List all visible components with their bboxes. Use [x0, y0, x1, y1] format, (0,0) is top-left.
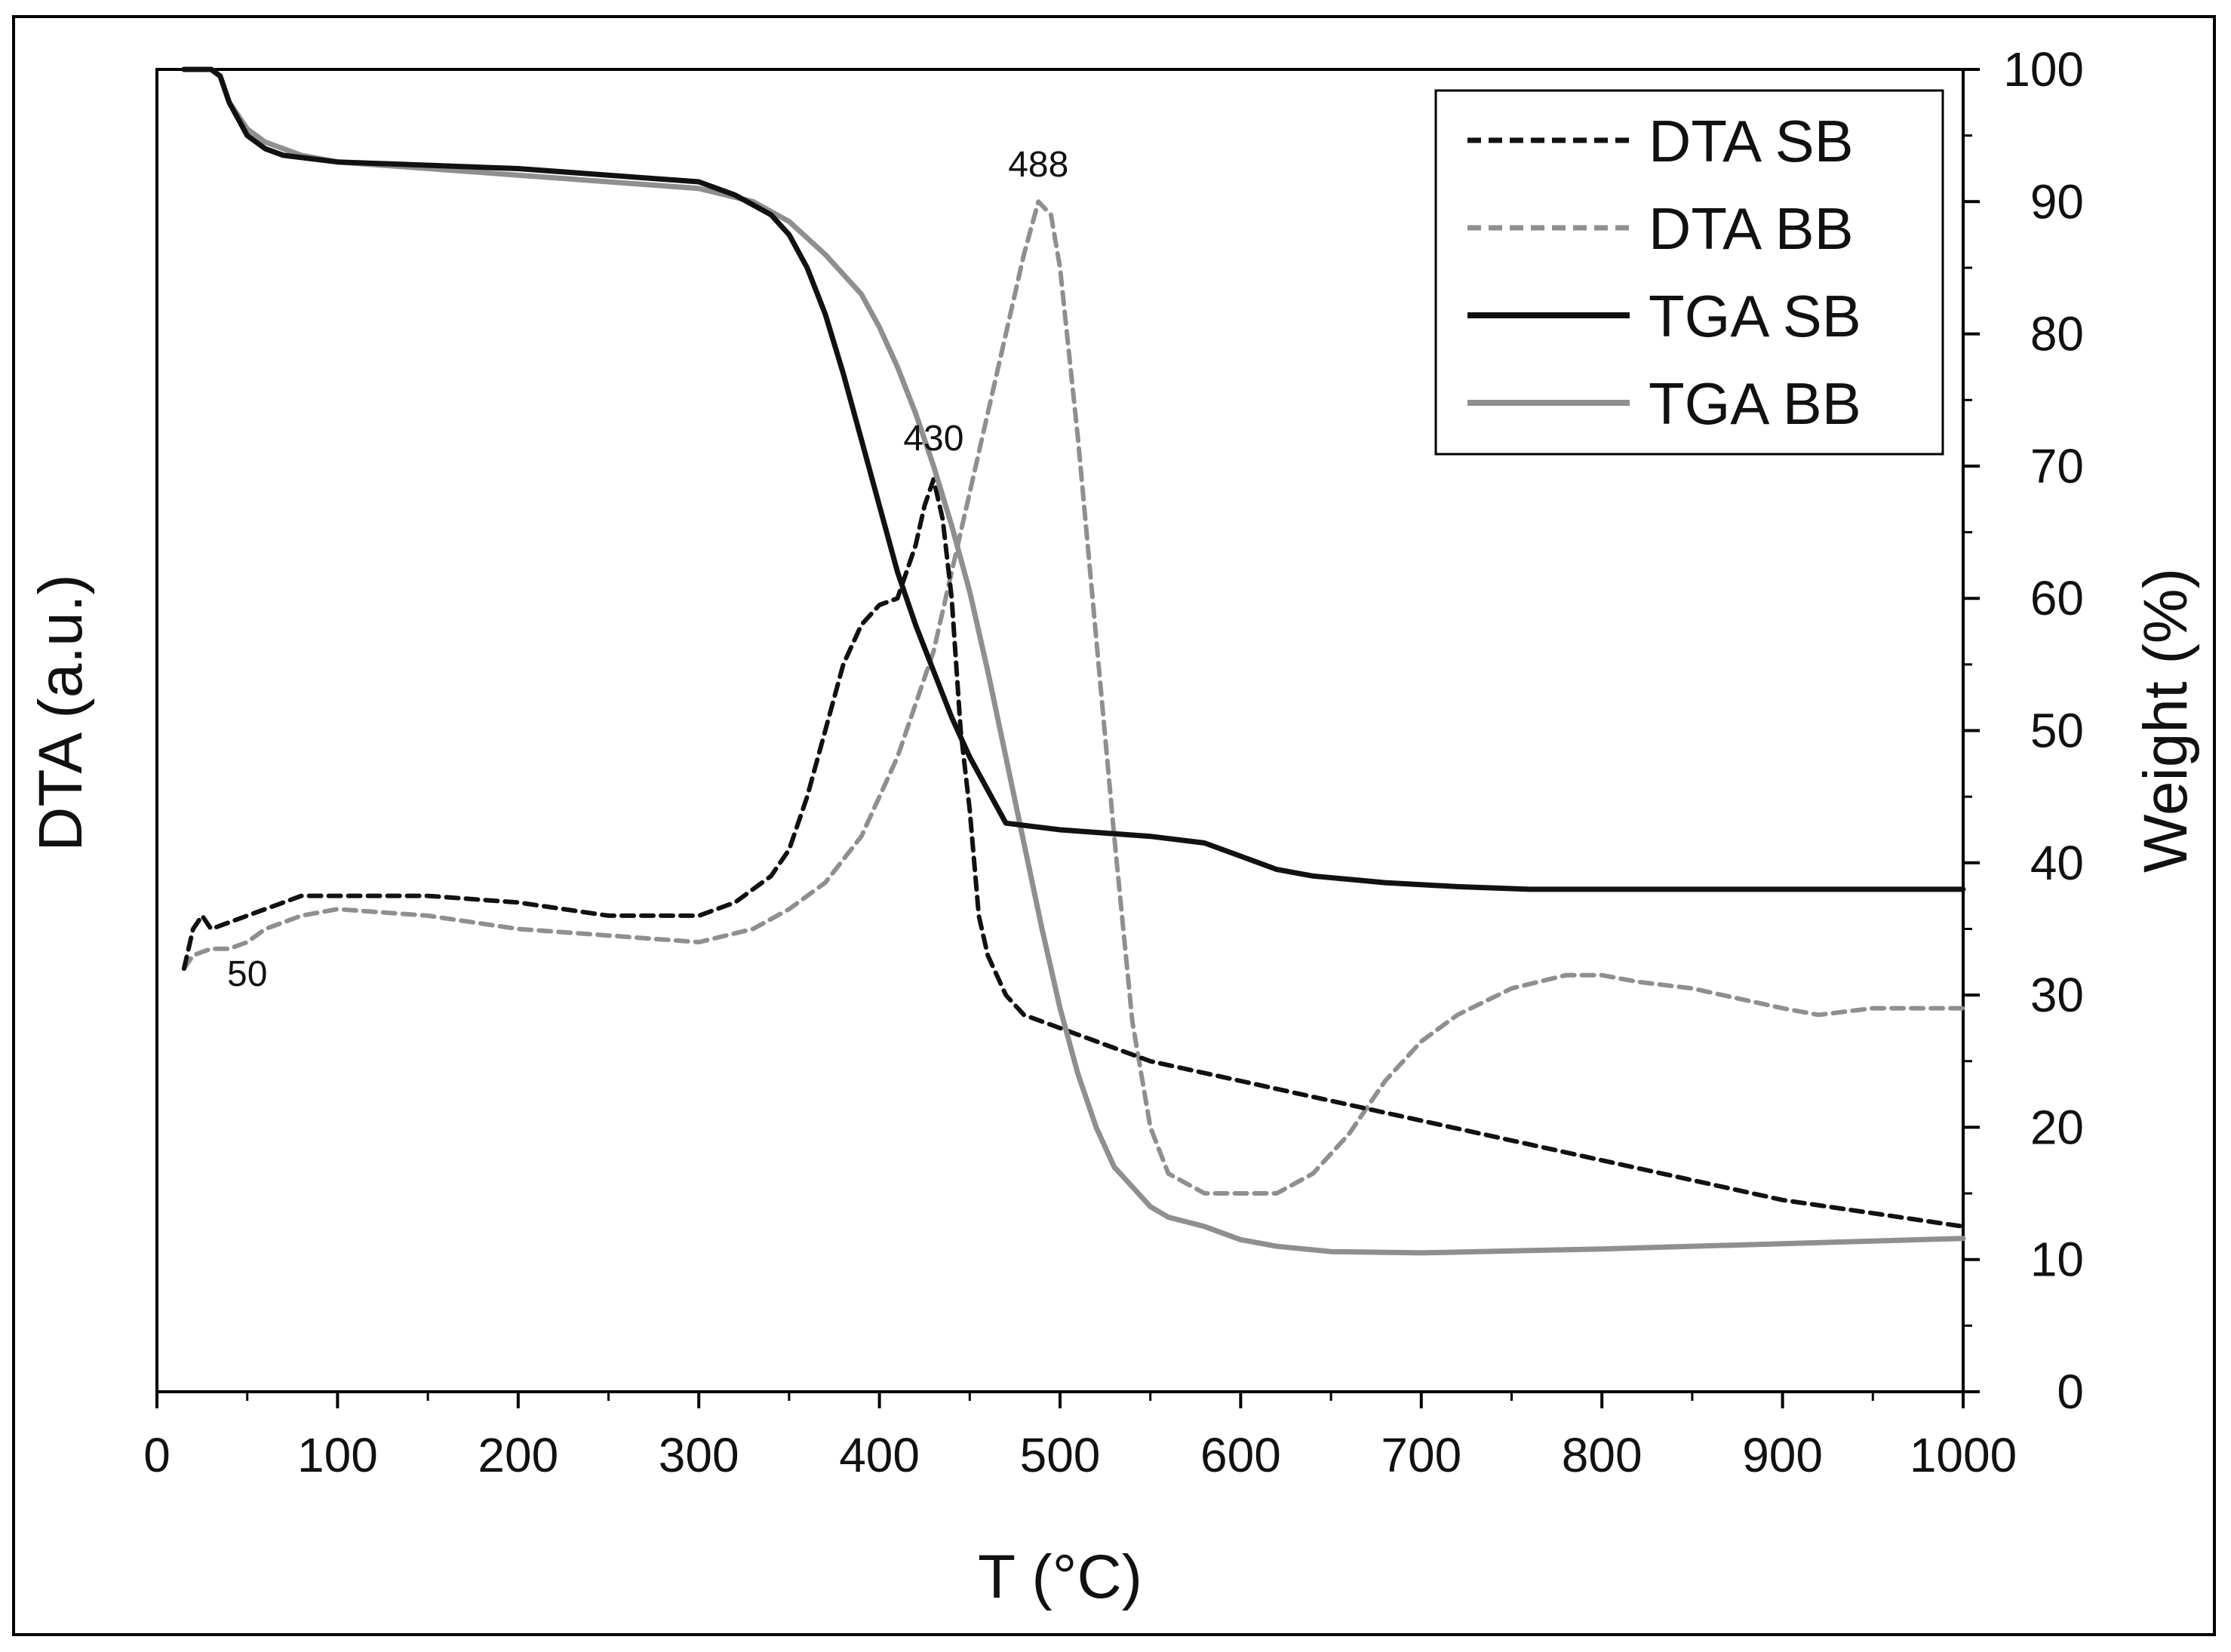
x-tick-label-100: 100 [297, 1428, 378, 1482]
right-tick-label-80: 80 [2030, 307, 2084, 361]
x-tick-label-700: 700 [1381, 1428, 1461, 1482]
x-tick-label-200: 200 [478, 1428, 558, 1482]
x-tick-label-600: 600 [1200, 1428, 1281, 1482]
legend-label-dta-sb: DTA SB [1649, 108, 1854, 174]
right-tick-label-10: 10 [2030, 1233, 2084, 1287]
x-tick-label-900: 900 [1742, 1428, 1823, 1482]
series-dta-sb [181, 477, 1965, 1229]
x-tick-label-400: 400 [839, 1428, 920, 1482]
series-dta-bb [181, 199, 1965, 1196]
annotation-50: 50 [227, 954, 267, 994]
right-axis-title: Weight (%) [2131, 568, 2200, 873]
right-tick-label-70: 70 [2030, 439, 2084, 493]
right-tick-label-40: 40 [2030, 836, 2084, 890]
series-layer [181, 66, 1966, 1256]
outer-frame [12, 15, 2216, 1636]
x-tick-label-300: 300 [659, 1428, 739, 1482]
x-tick-label-0: 0 [143, 1428, 171, 1482]
legend-label-tga-sb: TGA SB [1649, 283, 1861, 349]
right-axis-ticks: 0 10 20 30 40 50 60 70 80 90 100 [1963, 42, 2084, 1419]
x-tick-label-800: 800 [1562, 1428, 1643, 1482]
right-tick-label-60: 60 [2030, 571, 2084, 625]
annotation-430: 430 [903, 419, 963, 459]
right-tick-label-30: 30 [2030, 968, 2084, 1022]
right-tick-label-100: 100 [2003, 42, 2084, 97]
left-axis-title: DTA (a.u.) [26, 574, 95, 852]
right-tick-label-20: 20 [2030, 1100, 2084, 1154]
legend-label-dta-bb: DTA BB [1649, 195, 1854, 262]
legend-label-tga-bb: TGA BB [1649, 370, 1861, 437]
annotation-488: 488 [1008, 145, 1068, 185]
right-tick-label-90: 90 [2030, 174, 2084, 229]
x-tick-label-1000: 1000 [1910, 1428, 2017, 1482]
right-tick-label-50: 50 [2030, 704, 2084, 758]
x-tick-label-500: 500 [1020, 1428, 1101, 1482]
legend-box [1434, 89, 1944, 456]
annotation-layer: 50 430 488 [227, 145, 1068, 994]
series-tga-sb [181, 66, 1966, 892]
legend: DTA SB DTA BB TGA SB TGA BB [1434, 89, 1944, 456]
x-axis-title: T (°C) [978, 1543, 1142, 1611]
x-axis-ticks: 0 100 200 300 400 500 600 700 800 900 1000 [143, 1392, 2017, 1482]
right-tick-label-0: 0 [2057, 1365, 2084, 1419]
